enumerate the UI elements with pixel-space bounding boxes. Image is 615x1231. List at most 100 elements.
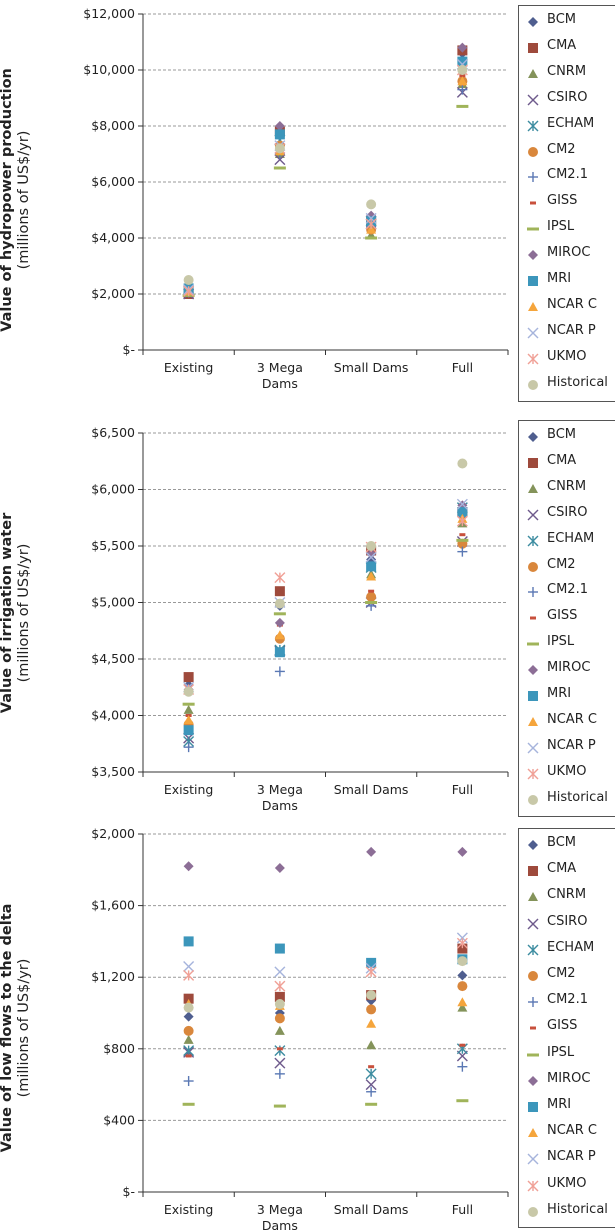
legend-marker xyxy=(527,227,539,231)
data-point-ncar-c xyxy=(366,571,377,581)
legend-label: CMA xyxy=(547,452,577,468)
x-tick-label: Existing xyxy=(164,360,214,375)
panel-hydropower: Value of hydropower production (millions… xyxy=(0,0,615,402)
legend-label: CMA xyxy=(547,861,577,877)
legend-label: MRI xyxy=(547,686,572,701)
data-point-cm2-1 xyxy=(457,1061,468,1072)
data-point-cnrm xyxy=(183,704,194,714)
data-point-bcm xyxy=(457,970,468,981)
legend-marker xyxy=(528,432,538,442)
legend-label: IPSL xyxy=(547,219,575,235)
data-point-cma xyxy=(274,991,285,1002)
data-point-cm2-1 xyxy=(274,666,285,677)
data-point-cnrm xyxy=(183,1034,194,1044)
data-point-ncar-c xyxy=(183,715,194,725)
legend-item-ukmo: UKMO xyxy=(519,345,615,371)
data-point-csiro xyxy=(274,1057,286,1069)
legend-marker xyxy=(528,146,538,157)
x-tick-label: 3 Mega Dams xyxy=(257,1202,303,1231)
legend-label: BCM xyxy=(547,427,576,442)
data-point-ipsl xyxy=(182,1102,195,1106)
legend-item-mri: MRI xyxy=(519,682,615,708)
data-point-giss xyxy=(368,589,375,593)
legend-item-cnrm: CNRM xyxy=(519,883,615,909)
legend-irrigation: BCM CMA CNRM CSIRO ECHAM CM2 CM2.1 GISS IPSL MIRO… xyxy=(518,420,615,817)
legend-label: ECHAM xyxy=(547,530,595,546)
data-point-giss xyxy=(276,1047,283,1051)
data-point-ipsl xyxy=(456,1099,469,1103)
legend-label: NCAR C xyxy=(547,711,597,727)
legend-label: CMA xyxy=(547,37,577,53)
legend-label: UKMO xyxy=(547,763,587,779)
data-point-giss xyxy=(368,1065,375,1069)
legend-marker xyxy=(528,840,538,850)
legend-marker xyxy=(530,616,536,620)
legend-label: CSIRO xyxy=(547,89,588,105)
data-point-ipsl xyxy=(456,104,469,108)
data-point-ncar-p xyxy=(365,212,377,224)
data-point-mri xyxy=(274,129,285,140)
x-tick-label: 3 Mega Dams xyxy=(257,360,303,391)
data-point-bcm xyxy=(366,995,377,1006)
data-point-cm2 xyxy=(183,1025,194,1036)
data-point-historical xyxy=(457,956,468,967)
legend-marker xyxy=(528,866,538,877)
data-point-cma xyxy=(274,586,285,597)
data-point-ipsl xyxy=(273,1104,286,1108)
data-point-echam xyxy=(365,1068,377,1080)
legend-item-csiro: CSIRO xyxy=(519,86,615,112)
legend-label: CM2 xyxy=(547,556,576,572)
legend-label: Historical xyxy=(547,789,608,805)
legend-label: Historical xyxy=(547,1201,608,1217)
data-point-ncar-p xyxy=(365,551,377,563)
data-point-mri xyxy=(457,507,468,518)
legend-marker xyxy=(530,201,536,205)
data-point-ukmo xyxy=(365,218,377,230)
legend-marker xyxy=(528,892,538,902)
legend-marker xyxy=(527,918,539,930)
panel-low-flows: Value of low flows to the delta (million… xyxy=(0,825,615,1231)
legend-item-historical: Historical xyxy=(519,786,615,812)
data-point-echam xyxy=(274,1045,286,1057)
data-point-cm2-1 xyxy=(183,742,194,753)
legend-item-giss: GISS xyxy=(519,1014,615,1040)
legend-label: GISS xyxy=(547,193,578,209)
legend-item-echam: ECHAM xyxy=(519,936,615,962)
legend-marker xyxy=(528,691,538,701)
legend-marker xyxy=(528,1102,538,1112)
data-point-miroc xyxy=(274,863,285,874)
data-point-ipsl xyxy=(365,601,378,604)
data-point-ipsl xyxy=(273,612,286,616)
data-point-ukmo xyxy=(456,937,468,949)
data-point-cm2-1 xyxy=(457,84,468,95)
legend-item-giss: GISS xyxy=(519,189,615,215)
data-point-ncar-p xyxy=(274,966,286,978)
data-point-cm2 xyxy=(366,1004,377,1015)
legend-item-ukmo: UKMO xyxy=(519,1172,615,1198)
legend-item-ncar-c: NCAR C xyxy=(519,708,615,734)
legend-label: NCAR P xyxy=(547,322,596,338)
chart-hydropower: $- $2,000 $4,000 $6,000 $8,000 $10,000 $12,000… xyxy=(83,6,509,391)
legend-label: UKMO xyxy=(547,348,587,364)
y-tick-label: $5,000 xyxy=(91,595,135,610)
legend-label: CM2.1 xyxy=(547,992,588,1008)
chart-low-flows: $- $400 $800 $1,200 $1,600 $2,000 Existing 3 Me… xyxy=(91,826,509,1231)
x-tick-label: Small Dams xyxy=(334,360,409,375)
data-point-csiro xyxy=(365,1079,377,1091)
legend-marker xyxy=(527,120,539,132)
y-tick-label: $- xyxy=(123,1184,135,1199)
data-point-cnrm xyxy=(274,1025,285,1035)
data-point-historical xyxy=(366,990,377,1001)
legend-marker xyxy=(528,250,538,261)
legend-label: CM2.1 xyxy=(547,167,588,183)
legend-item-cm2: CM2 xyxy=(519,553,615,579)
data-point-ipsl xyxy=(273,166,286,170)
data-point-ukmo xyxy=(183,969,195,981)
data-point-historical xyxy=(183,1002,194,1013)
data-point-csiro xyxy=(274,154,286,166)
data-point-ncar-p xyxy=(456,498,468,510)
legend-item-cma: CMA xyxy=(519,449,615,475)
data-point-cma xyxy=(183,672,194,683)
legend-marker xyxy=(528,587,538,598)
data-point-cm2-1 xyxy=(183,1076,194,1087)
